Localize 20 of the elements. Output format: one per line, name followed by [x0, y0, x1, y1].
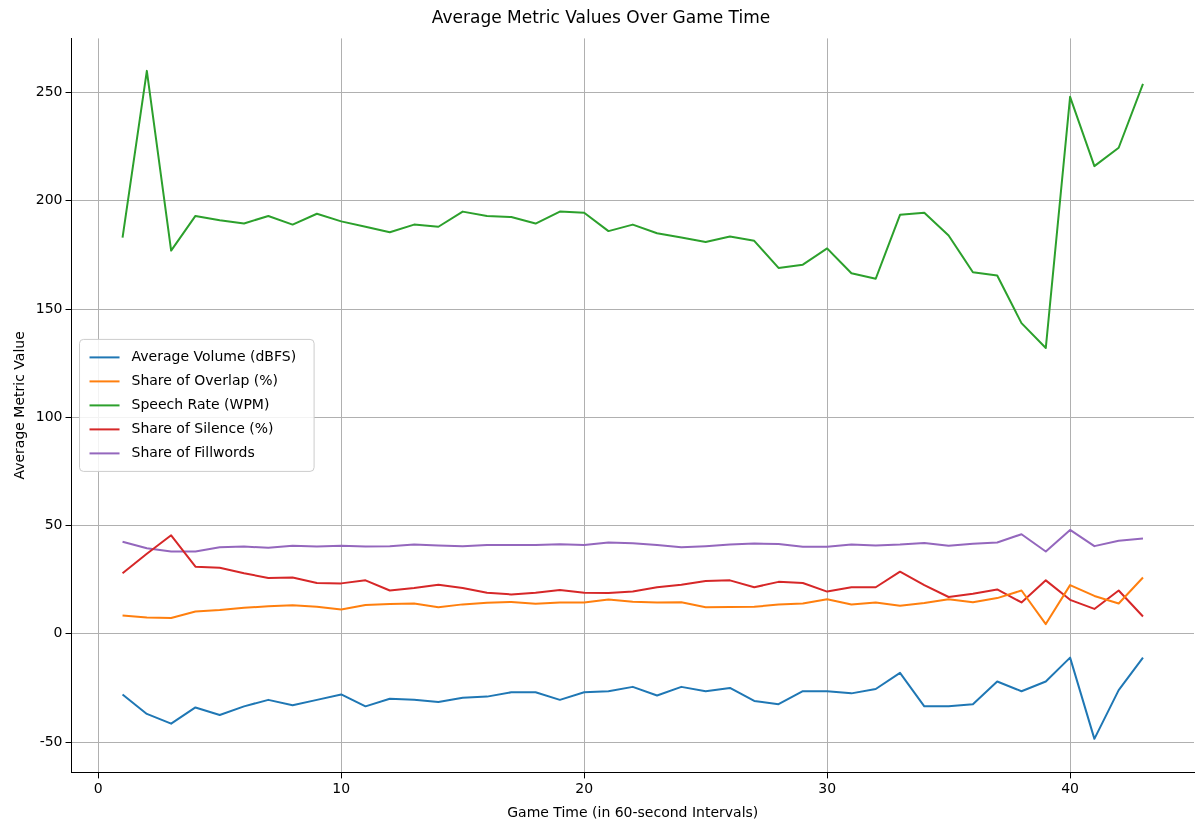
legend-label: Speech Rate (WPM) [131, 396, 270, 413]
legend-label: Share of Fillwords [131, 444, 255, 461]
y-tick-label: 100 [35, 407, 63, 424]
x-tick-label: 40 [1061, 780, 1079, 797]
x-tick-label: 20 [575, 780, 594, 797]
x-axis-title: Game Time (in 60-second Intervals) [507, 804, 759, 821]
legend-label: Share of Overlap (%) [131, 372, 279, 389]
x-tick-label: 30 [818, 780, 837, 797]
legend-label: Share of Silence (%) [131, 420, 274, 437]
y-tick-label: 200 [35, 191, 63, 208]
y-tick-label: -50 [39, 732, 63, 749]
legend-label: Average Volume (dBFS) [131, 348, 297, 365]
y-tick-label: 250 [35, 83, 63, 100]
y-tick-label: 50 [44, 516, 63, 533]
y-axis-title: Average Metric Value [11, 331, 28, 480]
x-tick-label: 10 [332, 780, 351, 797]
chart-title: Average Metric Values Over Game Time [431, 6, 771, 27]
x-tick-label: 0 [93, 780, 103, 797]
y-tick-label: 150 [35, 299, 63, 316]
y-tick-label: 0 [53, 624, 63, 641]
